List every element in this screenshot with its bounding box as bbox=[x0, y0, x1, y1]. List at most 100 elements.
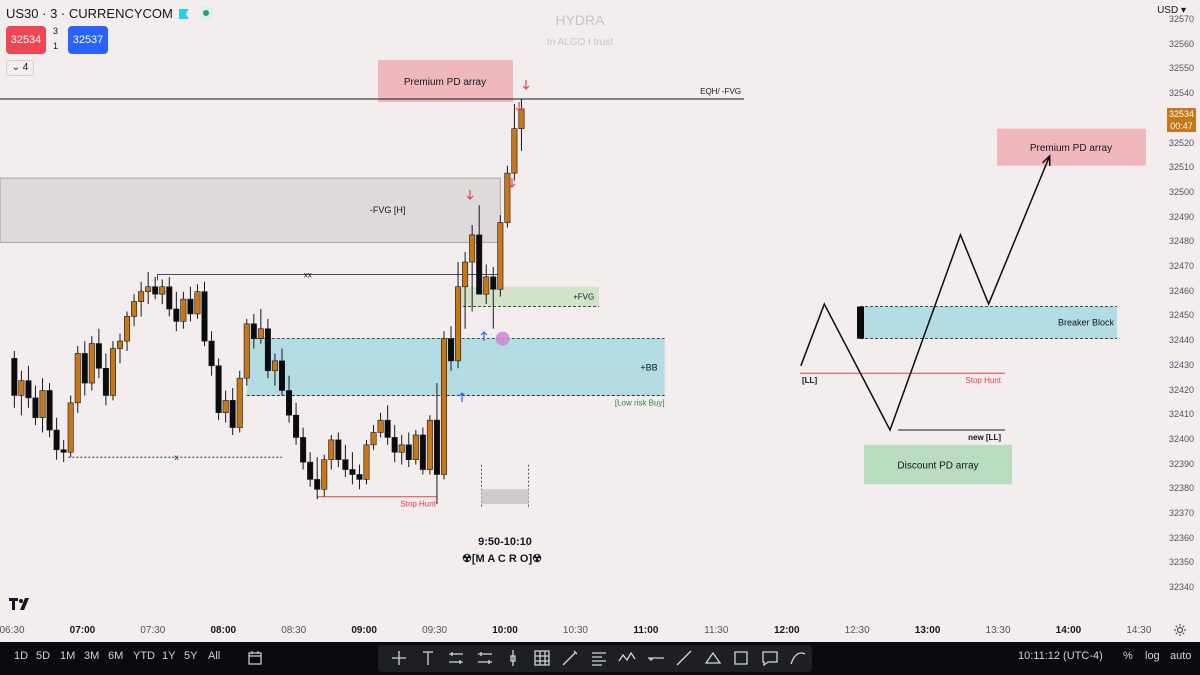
breaker-block-zone bbox=[860, 306, 1117, 339]
grid-icon[interactable] bbox=[531, 647, 553, 669]
symbol-label: US30 · 3 · CURRENCYCOM bbox=[6, 6, 173, 21]
price-tick: 32450 bbox=[1168, 310, 1194, 321]
sell-button[interactable]: 32534 bbox=[6, 26, 46, 54]
timeframe-all-button[interactable]: All bbox=[208, 650, 221, 662]
candle-body bbox=[102, 367, 109, 396]
sell-arrow-3 bbox=[515, 102, 523, 112]
price-tick: 32500 bbox=[1168, 186, 1194, 197]
time-tick: 13:30 bbox=[985, 625, 1011, 636]
settings-gear-icon[interactable] bbox=[1173, 623, 1187, 637]
candle-body bbox=[39, 390, 46, 418]
candle-body bbox=[363, 444, 370, 480]
lines-icon[interactable] bbox=[588, 647, 610, 669]
watermark-subtitle: In ALGO I trust bbox=[546, 37, 614, 48]
crosshair-icon[interactable] bbox=[388, 647, 410, 669]
candle-body bbox=[229, 400, 236, 428]
wave-icon[interactable] bbox=[616, 647, 638, 669]
marks-layer bbox=[458, 80, 530, 402]
candle-body bbox=[342, 459, 349, 470]
text-icon[interactable] bbox=[417, 647, 439, 669]
premium-pd-zone-right bbox=[997, 128, 1146, 166]
candle bbox=[25, 365, 32, 408]
clock[interactable]: 10:11:12 (UTC-4) bbox=[1018, 650, 1103, 662]
fib-icon[interactable] bbox=[702, 647, 724, 669]
candle bbox=[293, 402, 300, 445]
timeframe-1d-button[interactable]: 1D bbox=[14, 650, 29, 662]
candle bbox=[250, 313, 257, 349]
stop-hunt-label-right: Stop Hunt bbox=[965, 376, 1001, 385]
brush-icon[interactable] bbox=[559, 647, 581, 669]
candle-body bbox=[412, 434, 419, 460]
price-tick: 32400 bbox=[1168, 433, 1194, 444]
price-tick: 32510 bbox=[1168, 162, 1194, 173]
price-tick: 32430 bbox=[1168, 359, 1194, 370]
fvg-label: +FVG bbox=[573, 293, 594, 302]
candle bbox=[229, 388, 236, 435]
auto-toggle[interactable]: auto bbox=[1170, 650, 1192, 662]
trendline-icon[interactable] bbox=[673, 647, 695, 669]
chart-canvas[interactable]: -FVG [H] +BB [Low risk Buy] +FVG Premium PD … bbox=[0, 0, 1200, 642]
price-tick: 32420 bbox=[1168, 384, 1194, 395]
timeframe-3m-button[interactable]: 3M bbox=[84, 650, 100, 662]
timeframe-6m-button[interactable]: 6M bbox=[108, 650, 124, 662]
breaker-candle bbox=[857, 306, 864, 339]
candle bbox=[511, 103, 518, 181]
time-tick: 12:30 bbox=[844, 625, 870, 636]
timeframe-5y-button[interactable]: 5Y bbox=[184, 650, 198, 662]
curve-icon[interactable] bbox=[787, 647, 809, 669]
candle-body bbox=[88, 343, 95, 384]
candle-body bbox=[222, 400, 229, 414]
candle-body bbox=[307, 461, 314, 480]
candle bbox=[490, 267, 497, 329]
rectangle-icon[interactable] bbox=[730, 647, 752, 669]
price-tick: 32570 bbox=[1168, 14, 1194, 24]
candle-body bbox=[321, 459, 328, 490]
currency-selector[interactable]: USD ▾ bbox=[1157, 5, 1186, 16]
timeframe-5d-button[interactable]: 5D bbox=[36, 650, 51, 662]
candle bbox=[95, 328, 102, 379]
candle-body bbox=[180, 298, 187, 322]
candle bbox=[384, 405, 391, 445]
candle bbox=[349, 452, 356, 485]
log-toggle[interactable]: log bbox=[1145, 650, 1160, 662]
time-tick: 11:30 bbox=[704, 625, 729, 636]
candle-body bbox=[11, 358, 18, 396]
candle bbox=[102, 353, 109, 406]
pattern-icon[interactable] bbox=[474, 647, 496, 669]
pattern-icon[interactable] bbox=[445, 647, 467, 669]
time-tick: 09:00 bbox=[351, 625, 377, 636]
candle-body bbox=[419, 434, 426, 470]
timeframe-1m-button[interactable]: 1M bbox=[60, 650, 76, 662]
hline-icon[interactable] bbox=[645, 647, 667, 669]
candle-body bbox=[314, 479, 321, 490]
buy-button[interactable]: 32537 bbox=[68, 26, 108, 54]
candle bbox=[426, 415, 433, 475]
flag-icon[interactable] bbox=[178, 9, 189, 19]
cursor-icon[interactable] bbox=[502, 647, 524, 669]
date-range-icon[interactable] bbox=[244, 647, 266, 669]
low-risk-buy-label: [Low risk Buy] bbox=[615, 398, 665, 407]
tradingview-logo[interactable] bbox=[8, 596, 34, 612]
comment-icon[interactable] bbox=[759, 647, 781, 669]
candle bbox=[257, 308, 264, 344]
candle bbox=[405, 432, 412, 468]
candle-body bbox=[81, 353, 88, 384]
candle-body bbox=[74, 353, 81, 404]
time-tick: 07:30 bbox=[140, 625, 166, 636]
candle bbox=[187, 286, 194, 322]
timeframe-ytd-button[interactable]: YTD bbox=[133, 650, 155, 662]
indicators-toggle[interactable]: ⌄ 4 bbox=[6, 60, 34, 76]
candle-body bbox=[511, 128, 518, 174]
price-tick: 32410 bbox=[1168, 409, 1194, 420]
eqh-label: EQH/ -FVG bbox=[700, 87, 741, 96]
timeframe-1y-button[interactable]: 1Y bbox=[162, 650, 176, 662]
time-tick: 06:30 bbox=[0, 625, 25, 636]
candle-body bbox=[201, 291, 208, 342]
percent-toggle[interactable]: % bbox=[1123, 650, 1133, 662]
candle bbox=[222, 390, 229, 423]
candle bbox=[433, 383, 440, 505]
drawing-toolbar bbox=[378, 645, 812, 672]
candle-body bbox=[173, 308, 180, 322]
symbol-title[interactable]: US30 · 3 · CURRENCYCOM bbox=[6, 6, 213, 21]
candle-body bbox=[349, 469, 356, 475]
